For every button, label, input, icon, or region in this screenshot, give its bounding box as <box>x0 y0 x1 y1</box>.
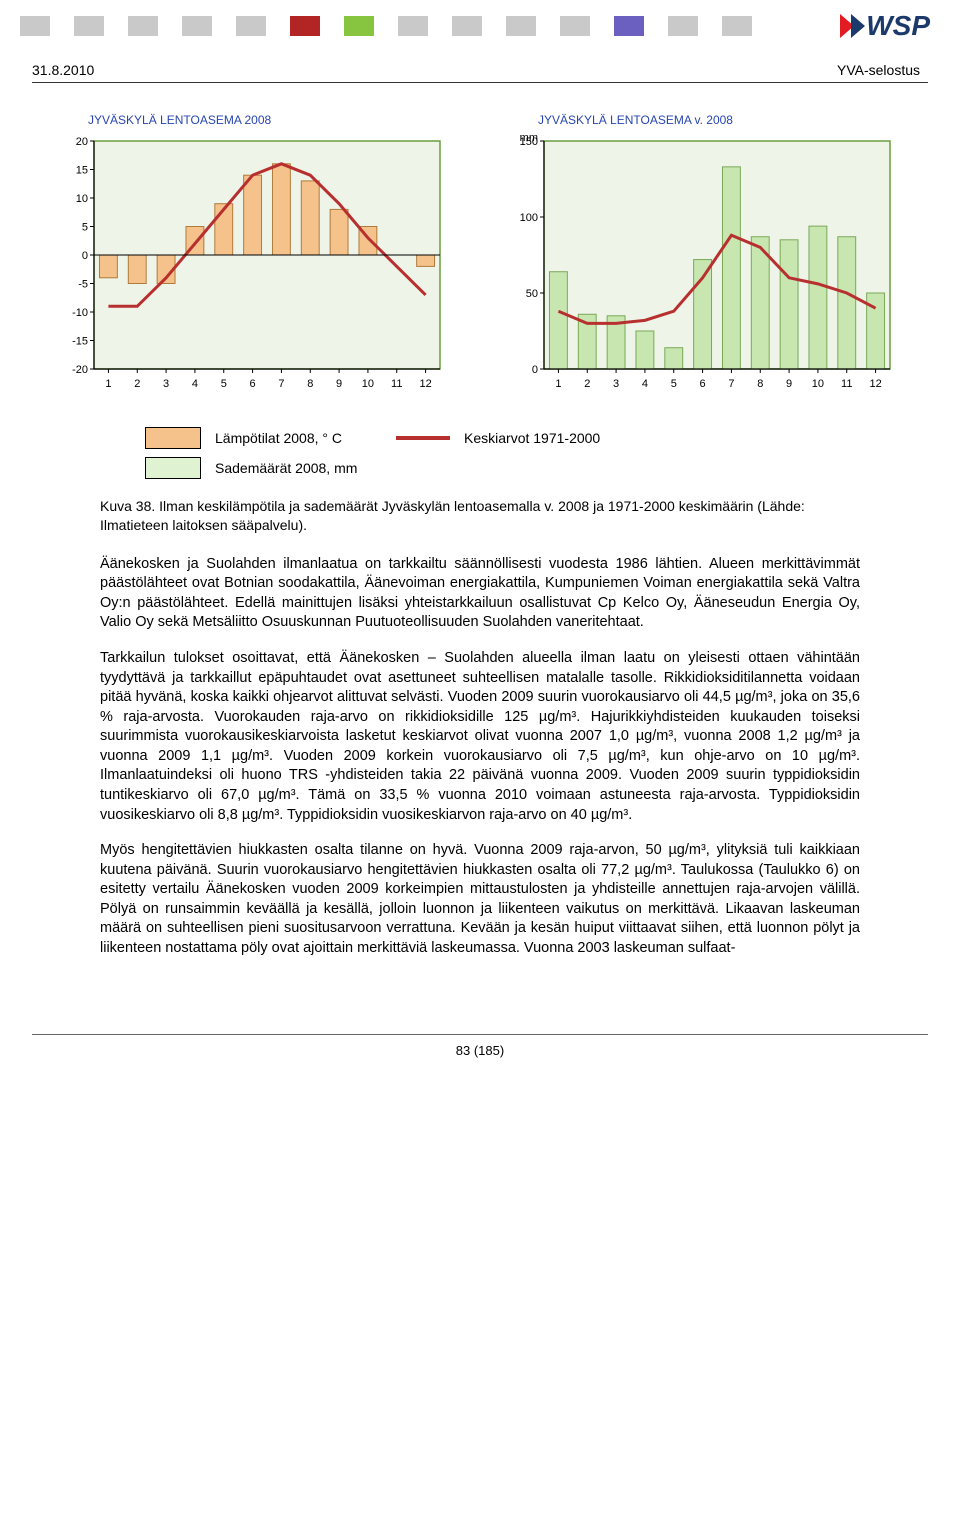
figure-caption: Kuva 38. Ilman keskilämpötila ja sademää… <box>100 497 860 535</box>
charts-row: JYVÄSKYLÄ LENTOASEMA 2008 -20 -15 -10 -5 0 5 1… <box>0 83 960 403</box>
legend-precip-swatch <box>145 457 201 479</box>
svg-text:12: 12 <box>419 378 431 390</box>
svg-text:2: 2 <box>584 378 590 390</box>
legend-line-swatch <box>396 436 450 440</box>
svg-text:4: 4 <box>192 378 198 390</box>
color-square <box>344 16 374 36</box>
svg-text:-20: -20 <box>72 364 88 376</box>
paragraph-3: Myös hengitettävien hiukkasten osalta ti… <box>100 841 860 958</box>
svg-text:-15: -15 <box>72 336 88 348</box>
svg-text:12: 12 <box>869 378 881 390</box>
paragraph-1: Äänekosken ja Suolahden ilmanlaatua on t… <box>100 555 860 633</box>
svg-text:2: 2 <box>134 378 140 390</box>
color-squares <box>20 16 752 36</box>
svg-text:9: 9 <box>786 378 792 390</box>
svg-text:10: 10 <box>812 378 824 390</box>
svg-text:-10: -10 <box>72 307 88 319</box>
svg-text:50: 50 <box>526 288 538 300</box>
color-square <box>614 16 644 36</box>
legend-row-2: Sademäärät 2008, mm <box>145 457 960 479</box>
svg-text:6: 6 <box>250 378 256 390</box>
svg-text:5: 5 <box>82 222 88 234</box>
logo-text: WSP <box>866 10 930 42</box>
legend: Lämpötilat 2008, ° C Keskiarvot 1971-200… <box>145 427 960 479</box>
svg-text:-5: -5 <box>78 279 88 291</box>
svg-text:7: 7 <box>728 378 734 390</box>
svg-text:3: 3 <box>163 378 169 390</box>
svg-text:5: 5 <box>221 378 227 390</box>
svg-text:11: 11 <box>391 378 402 390</box>
color-square <box>182 16 212 36</box>
color-square <box>20 16 50 36</box>
logo: WSP <box>840 10 930 42</box>
chart2-title: JYVÄSKYLÄ LENTOASEMA v. 2008 <box>538 113 900 127</box>
svg-text:20: 20 <box>76 136 88 148</box>
header-date: 31.8.2010 <box>32 62 94 78</box>
precipitation-chart: JYVÄSKYLÄ LENTOASEMA v. 2008 050100150mm… <box>510 113 900 393</box>
svg-text:100: 100 <box>520 212 538 224</box>
svg-text:1: 1 <box>555 378 561 390</box>
svg-text:11: 11 <box>841 378 852 390</box>
svg-text:9: 9 <box>336 378 342 390</box>
color-square <box>290 16 320 36</box>
color-square <box>506 16 536 36</box>
chart1-plot: -20-15-10-505101520123456789101112 <box>60 133 450 393</box>
legend-temp-swatch <box>145 427 201 449</box>
svg-text:8: 8 <box>757 378 763 390</box>
chart1-title: JYVÄSKYLÄ LENTOASEMA 2008 <box>88 113 450 127</box>
svg-text:15: 15 <box>76 165 88 177</box>
header-doc-type: YVA-selostus <box>837 62 920 78</box>
svg-text:5: 5 <box>671 378 677 390</box>
svg-text:10: 10 <box>76 193 88 205</box>
svg-text:3: 3 <box>613 378 619 390</box>
footer-rule <box>32 1034 928 1035</box>
svg-text:7: 7 <box>278 378 284 390</box>
page-header: 31.8.2010 YVA-selostus <box>0 42 960 82</box>
legend-row-1: Lämpötilat 2008, ° C Keskiarvot 1971-200… <box>145 427 960 449</box>
legend-precip-label: Sademäärät 2008, mm <box>215 460 357 476</box>
legend-avg-label: Keskiarvot 1971-2000 <box>464 430 600 446</box>
svg-text:10: 10 <box>362 378 374 390</box>
paragraph-2: Tarkkailun tulokset osoittavat, että Ään… <box>100 649 860 825</box>
color-square <box>398 16 428 36</box>
svg-text:6: 6 <box>700 378 706 390</box>
svg-text:0: 0 <box>82 250 88 262</box>
color-square <box>452 16 482 36</box>
color-square <box>668 16 698 36</box>
svg-text:1: 1 <box>105 378 111 390</box>
color-square <box>74 16 104 36</box>
color-square <box>128 16 158 36</box>
color-square <box>722 16 752 36</box>
svg-text:mm: mm <box>520 133 538 144</box>
svg-text:8: 8 <box>307 378 313 390</box>
legend-temp-label: Lämpötilat 2008, ° C <box>215 430 342 446</box>
chart2-plot: 050100150mm123456789101112 <box>510 133 900 393</box>
content: Kuva 38. Ilman keskilämpötila ja sademää… <box>0 489 960 1004</box>
svg-text:4: 4 <box>642 378 648 390</box>
logo-flag-icon <box>840 14 862 38</box>
page-number: 83 (185) <box>0 1043 960 1088</box>
color-square <box>560 16 590 36</box>
color-square <box>236 16 266 36</box>
svg-text:0: 0 <box>532 364 538 376</box>
temperature-chart: JYVÄSKYLÄ LENTOASEMA 2008 -20 -15 -10 -5 0 5 1… <box>60 113 450 393</box>
top-bar: WSP <box>0 10 960 42</box>
